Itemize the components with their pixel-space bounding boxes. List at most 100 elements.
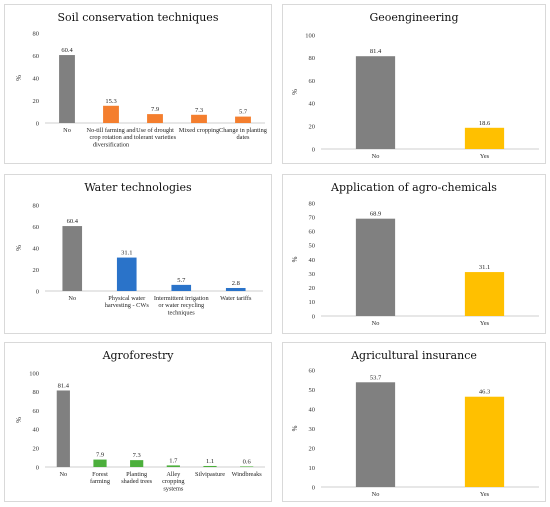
category-label: Alley cropping systems [162, 471, 185, 492]
y-tick-label: 100 [305, 32, 315, 39]
category-label: Forest farming [90, 471, 111, 485]
y-tick-label: 20 [33, 98, 40, 105]
data-label: 7.9 [151, 106, 159, 113]
chart-panel: Application of agro-chemicals 0 10 20 30 40 50… [282, 174, 546, 334]
category-label: No [372, 320, 380, 327]
y-tick-label: 0 [36, 120, 39, 127]
data-label: 31.1 [479, 264, 490, 271]
category-label: No [59, 471, 67, 478]
y-tick-label: 80 [309, 200, 316, 207]
y-tick-label: 40 [309, 406, 316, 413]
data-label: 5.7 [177, 277, 186, 284]
y-tick-label: 0 [312, 313, 315, 320]
y-tick-label: 0 [312, 484, 315, 491]
category-label: No [372, 153, 380, 160]
chart-title: Geoengineering [369, 11, 458, 24]
y-axis-label: % [291, 256, 299, 262]
data-label: 46.3 [479, 389, 490, 396]
chart-title: Agroforestry [102, 349, 175, 362]
bar [59, 55, 75, 123]
chart-title: Soil conservation techniques [58, 11, 219, 24]
chart-panel: Geoengineering 0 20 40 60 80 100% 81.4 No 18.6 Yes [282, 4, 546, 164]
bar [130, 460, 144, 467]
chart-svg: Agroforestry 0 20 40 60 80 100% 81.4 No 7.9 Forest… [15, 349, 265, 492]
bar [464, 127, 505, 149]
category-label: Physical water harvesting - CWs [105, 295, 150, 309]
y-tick-label: 60 [33, 53, 40, 60]
data-label: 2.8 [232, 280, 240, 287]
bar [355, 218, 396, 316]
bar [203, 465, 217, 467]
category-label: Silvipasture [195, 471, 225, 478]
bar [62, 226, 83, 291]
chart-svg: Soil conservation techniques 0 20 40 60 80% 60… [15, 11, 268, 148]
data-label: 68.9 [370, 211, 381, 218]
bar [355, 56, 396, 150]
chart-panel: Agricultural insurance 0 10 20 30 40 50 60% 53.7… [282, 342, 546, 502]
category-label: No [372, 491, 380, 498]
bar [171, 284, 192, 291]
category-label: Yes [480, 491, 490, 498]
y-tick-label: 60 [33, 224, 40, 231]
bar [147, 114, 163, 123]
bar [235, 116, 251, 123]
y-tick-label: 30 [309, 426, 316, 433]
y-axis-label: % [291, 425, 299, 431]
category-label: Yes [480, 320, 490, 327]
y-tick-label: 40 [33, 245, 40, 252]
y-tick-label: 20 [33, 446, 40, 453]
y-axis-label: % [15, 75, 23, 81]
data-label: 7.3 [133, 452, 141, 459]
y-tick-label: 0 [36, 464, 39, 471]
y-tick-label: 30 [309, 271, 316, 278]
data-label: 18.6 [479, 120, 491, 127]
data-label: 60.4 [67, 218, 79, 225]
category-label: Water tariffs [220, 295, 252, 302]
category-label: Planting shaded trees [121, 471, 152, 485]
y-tick-label: 20 [309, 445, 316, 452]
data-label: 5.7 [239, 109, 248, 116]
category-label: Intermittent irrigation or water recyclin… [154, 295, 210, 316]
bar [56, 390, 70, 467]
category-label: No [68, 295, 76, 302]
data-label: 60.4 [61, 47, 73, 54]
y-tick-label: 80 [33, 389, 40, 396]
bar [116, 257, 137, 291]
y-tick-label: 50 [309, 243, 316, 250]
y-axis-label: % [15, 417, 23, 423]
bar [93, 459, 107, 467]
category-label: No [63, 127, 71, 134]
category-label: Mixed cropping [179, 127, 220, 134]
bar [464, 396, 505, 487]
y-tick-label: 70 [309, 214, 316, 221]
category-label: Use of drought tolerant varieties [134, 127, 177, 141]
data-label: 81.4 [370, 48, 382, 55]
data-label: 53.7 [370, 374, 382, 381]
chart-title: Agricultural insurance [350, 349, 477, 362]
y-tick-label: 0 [36, 288, 39, 295]
chart-svg: Geoengineering 0 20 40 60 80 100% 81.4 No 18.6 Yes [291, 11, 539, 160]
y-axis-label: % [15, 245, 23, 251]
chart-panel: Agroforestry 0 20 40 60 80 100% 81.4 No 7.9 Forest… [4, 342, 272, 502]
chart-svg: Application of agro-chemicals 0 10 20 30 40 50… [291, 181, 539, 327]
y-tick-label: 40 [33, 75, 40, 82]
data-label: 7.3 [195, 107, 203, 114]
y-tick-label: 20 [33, 267, 40, 274]
y-tick-label: 0 [312, 146, 315, 153]
y-tick-label: 20 [309, 285, 316, 292]
data-label: 7.9 [96, 452, 104, 459]
y-tick-label: 10 [309, 465, 316, 472]
y-tick-label: 10 [309, 299, 316, 306]
y-tick-label: 80 [33, 202, 40, 209]
data-label: 1.7 [169, 457, 178, 464]
y-tick-label: 100 [29, 370, 39, 377]
data-label: 31.1 [121, 250, 132, 257]
chart-svg: Water technologies 0 20 40 60 80% 60.4 No 31.1 Ph… [15, 181, 263, 316]
chart-panel: Water technologies 0 20 40 60 80% 60.4 No 31.1 Ph… [4, 174, 272, 334]
bar [355, 382, 396, 487]
y-tick-label: 40 [309, 257, 316, 264]
bar [103, 105, 119, 123]
chart-svg: Agricultural insurance 0 10 20 30 40 50 60% 53.7… [291, 349, 539, 498]
chart-title: Water technologies [84, 181, 192, 194]
